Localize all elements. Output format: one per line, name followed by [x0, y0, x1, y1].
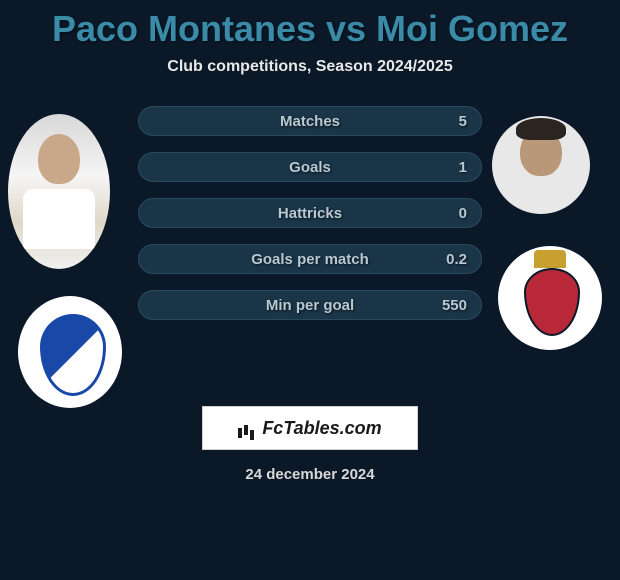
stat-label-hattricks: Hattricks: [278, 205, 342, 222]
season-subtitle: Club competitions, Season 2024/2025: [0, 58, 620, 76]
date-text: 24 december 2024: [0, 466, 620, 483]
fctables-brand-text: FcTables.com: [262, 418, 381, 439]
stat-row-gpm: Goals per match 0.2: [138, 244, 482, 274]
stat-row-mpg: Min per goal 550: [138, 290, 482, 320]
stat-label-gpm: Goals per match: [251, 251, 369, 268]
club-right-badge: [498, 246, 602, 350]
stat-row-matches: Matches 5: [138, 106, 482, 136]
stats-container: Matches 5 Goals 1 Hattricks 0 Goals per …: [138, 106, 482, 336]
stat-row-goals: Goals 1: [138, 152, 482, 182]
fctables-chart-icon: [238, 418, 258, 438]
club-left-badge: [18, 296, 122, 408]
stat-value-goals: 1: [459, 159, 467, 176]
player-left-avatar: [8, 114, 110, 269]
stat-value-mpg: 550: [442, 297, 467, 314]
stat-row-hattricks: Hattricks 0: [138, 198, 482, 228]
stat-value-gpm: 0.2: [446, 251, 467, 268]
player-right-avatar: [492, 116, 590, 214]
stat-label-matches: Matches: [280, 113, 340, 130]
stat-value-hattricks: 0: [459, 205, 467, 222]
stat-label-mpg: Min per goal: [266, 297, 354, 314]
comparison-title: Paco Montanes vs Moi Gomez: [0, 0, 620, 50]
stat-value-matches: 5: [459, 113, 467, 130]
stat-label-goals: Goals: [289, 159, 331, 176]
fctables-badge: FcTables.com: [202, 406, 418, 450]
